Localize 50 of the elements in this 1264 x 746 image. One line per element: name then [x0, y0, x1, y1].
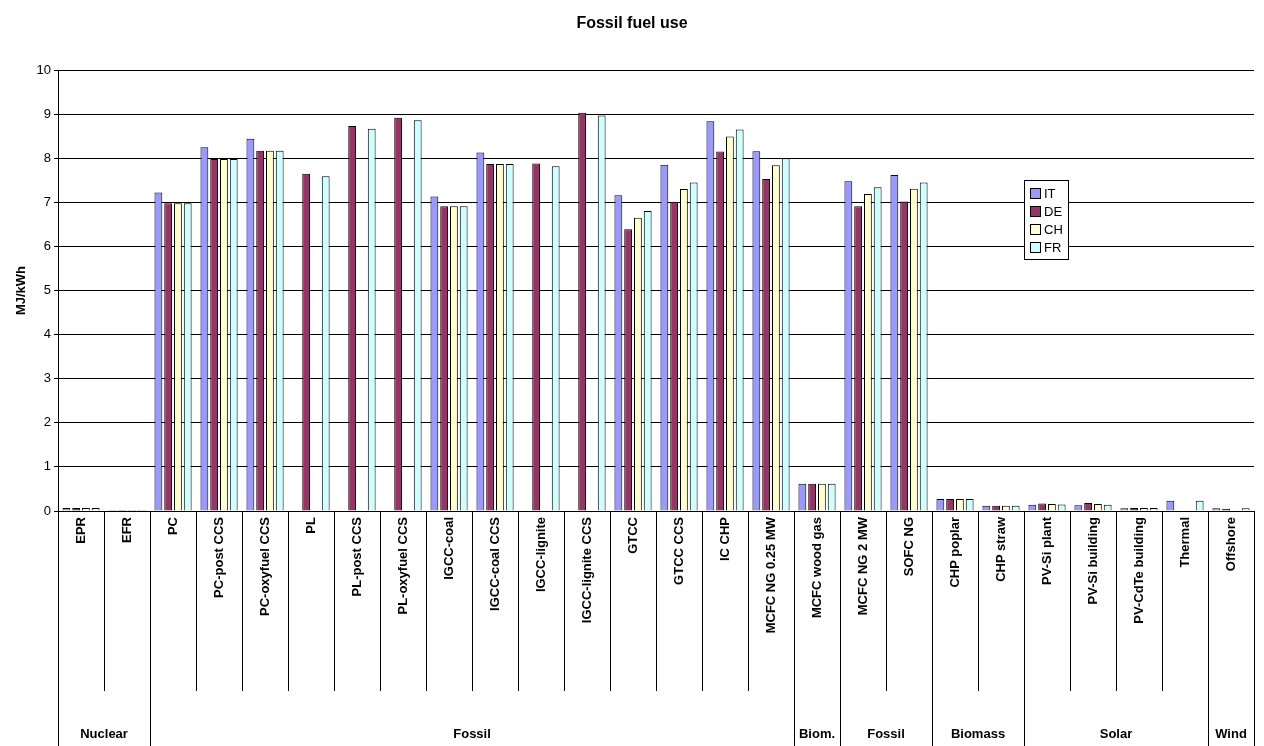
x-tick-label: PC-oxyfuel CCS [256, 516, 272, 616]
chart-title: Fossil fuel use [575, 14, 689, 32]
legend-label: IT [1043, 184, 1057, 202]
x-tick-label: PV-Si building [1084, 516, 1100, 605]
x-tick-label: GTCC [624, 516, 640, 554]
x-tick-label: MCFC NG 0.25 MW [762, 516, 778, 634]
text: Nuclear [80, 725, 128, 741]
y-tick-label: 7 [43, 193, 52, 209]
x-tick-label: MCFC NG 2 MW [854, 516, 870, 616]
y-tick-label: 8 [43, 149, 52, 165]
legend-label: CH [1043, 220, 1063, 238]
y-tick-label: 1 [43, 458, 52, 474]
y-tick-label: 6 [43, 237, 52, 253]
x-tick-label: CHP straw [992, 516, 1008, 582]
x-tick-label: MCFC wood gas [808, 517, 824, 619]
x-tick-label: IGCC-lignite CCS [578, 516, 594, 624]
text: Fossil [867, 725, 905, 741]
x-tick-label: IC CHP [716, 516, 732, 562]
text: Wind [1215, 725, 1247, 741]
x-tick-label: PL-post CCS [348, 516, 364, 597]
y-tick-label: 9 [43, 105, 52, 121]
legend-label: DE [1043, 202, 1063, 220]
y-tick-label: 0 [43, 502, 52, 518]
x-tick-label: IGCC-coal [440, 517, 456, 580]
x-tick-label: PL-oxyfuel CCS [394, 516, 410, 615]
y-tick-label: 5 [43, 282, 52, 298]
y-tick-label: 4 [43, 326, 52, 342]
x-tick-label: PC [164, 516, 180, 536]
x-tick-label: PL [302, 516, 318, 534]
x-tick-label: EPR [72, 516, 88, 544]
x-tick-label: PV-Si plant [1038, 516, 1054, 585]
x-tick-label: GTCC CCS [670, 516, 686, 585]
x-tick-label: Offshore [1222, 517, 1238, 572]
text: Solar [1099, 725, 1133, 741]
x-tick-label: PV-CdTe building [1130, 516, 1146, 624]
y-axis-title: MJ/kWh [13, 265, 29, 316]
x-tick-label: PC-post CCS [210, 516, 226, 598]
x-tick-label: Thermal [1176, 517, 1192, 568]
x-tick-label: EFR [118, 516, 134, 543]
legend-label: FR [1043, 238, 1063, 256]
x-tick-label: IGCC-coal CCS [486, 516, 502, 611]
x-tick-label: IGCC-lignite [532, 517, 548, 593]
text: Biomass [950, 725, 1006, 741]
y-tick-label: 10 [36, 61, 52, 77]
y-tick-label: 3 [43, 370, 52, 386]
x-tick-label: CHP poplar [946, 517, 962, 588]
text: Biom. [798, 725, 836, 741]
y-tick-label: 2 [43, 414, 52, 430]
text: Fossil [453, 725, 491, 741]
x-tick-label: SOFC NG [900, 517, 916, 577]
